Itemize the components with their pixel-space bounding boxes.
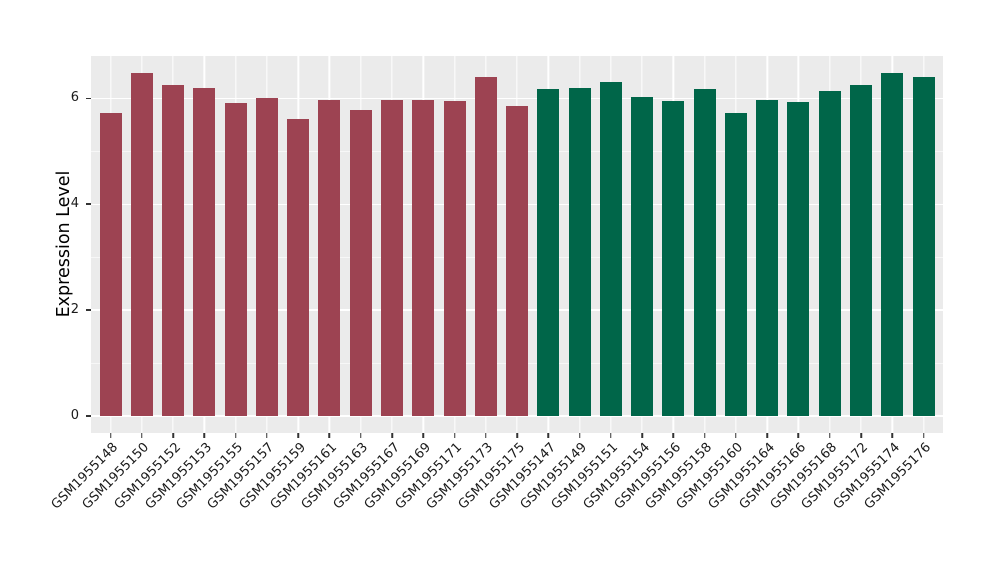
y-tick-label-2: 2 [70, 302, 79, 318]
bar-cell-GSM1955164 [752, 56, 783, 438]
y-tick-label-6: 6 [70, 90, 79, 106]
y-tick-2 [86, 309, 91, 311]
bar-GSM1955174 [881, 73, 904, 416]
x-tick-GSM1955150 [141, 433, 143, 438]
bar-cell-GSM1955148 [95, 56, 126, 438]
bar-cell-GSM1955158 [689, 56, 720, 438]
bar-cell-GSM1955157 [251, 56, 282, 438]
bar-cell-GSM1955167 [376, 56, 407, 438]
x-tick-GSM1955148 [109, 433, 112, 438]
bar-cell-GSM1955174 [877, 56, 908, 438]
bars-container [91, 56, 943, 438]
bar-GSM1955153 [193, 88, 216, 416]
bar-cell-GSM1955169 [408, 56, 439, 438]
y-tick-label-0: 0 [70, 408, 79, 423]
bar-GSM1955171 [443, 101, 466, 416]
bar-cell-GSM1955149 [564, 56, 595, 438]
bar-GSM1955150 [130, 73, 153, 416]
x-tick-GSM1955172 [860, 433, 862, 438]
x-tick-GSM1955159 [297, 433, 299, 438]
bar-cell-GSM1955176 [908, 56, 939, 438]
bar-cell-GSM1955159 [283, 56, 314, 438]
x-tick-GSM1955167 [391, 433, 393, 438]
x-tick-GSM1955156 [672, 433, 675, 438]
bar-cell-GSM1955152 [158, 56, 189, 438]
bar-cell-GSM1955155 [220, 56, 251, 438]
x-tick-GSM1955176 [922, 433, 925, 438]
y-tick-label-4: 4 [70, 196, 79, 212]
bar-GSM1955161 [318, 99, 341, 416]
bar-GSM1955173 [474, 76, 497, 416]
bar-cell-GSM1955175 [501, 56, 532, 438]
x-tick-GSM1955151 [610, 433, 612, 438]
bar-cell-GSM1955172 [845, 56, 876, 438]
bar-GSM1955176 [912, 77, 935, 416]
bar-GSM1955167 [381, 100, 404, 416]
x-tick-GSM1955157 [266, 433, 268, 438]
x-tick-GSM1955160 [735, 433, 737, 438]
bar-cell-GSM1955173 [470, 56, 501, 438]
x-tick-GSM1955158 [703, 433, 706, 438]
x-tick-GSM1955147 [547, 433, 550, 438]
bar-cell-GSM1955154 [627, 56, 658, 438]
x-tick-GSM1955153 [203, 433, 206, 438]
bar-cell-GSM1955168 [814, 56, 845, 438]
x-tick-GSM1955168 [828, 433, 831, 438]
bar-cell-GSM1955163 [345, 56, 376, 438]
bar-GSM1955168 [818, 90, 841, 416]
bar-GSM1955147 [537, 89, 560, 416]
x-tick-GSM1955149 [578, 433, 581, 438]
x-tick-GSM1955173 [485, 433, 487, 438]
bar-GSM1955164 [756, 100, 779, 416]
x-tick-GSM1955152 [172, 433, 174, 438]
x-tick-GSM1955174 [891, 433, 894, 438]
x-tick-GSM1955166 [797, 433, 800, 438]
bar-GSM1955156 [662, 100, 685, 416]
bar-cell-GSM1955160 [720, 56, 751, 438]
bar-GSM1955148 [99, 112, 122, 416]
bar-cell-GSM1955151 [595, 56, 626, 438]
bar-GSM1955155 [224, 102, 247, 416]
bar-GSM1955172 [850, 85, 872, 416]
bar-cell-GSM1955153 [189, 56, 220, 438]
x-tick-GSM1955175 [516, 433, 518, 438]
bar-cell-GSM1955171 [439, 56, 470, 438]
bar-GSM1955160 [724, 112, 747, 416]
bar-cell-GSM1955150 [126, 56, 157, 438]
x-tick-GSM1955169 [422, 433, 425, 438]
bar-GSM1955163 [349, 109, 372, 416]
bar-GSM1955166 [787, 102, 810, 416]
bar-GSM1955149 [568, 88, 591, 416]
x-tick-GSM1955161 [328, 433, 331, 438]
bar-cell-GSM1955166 [783, 56, 814, 438]
bar-cell-GSM1955156 [658, 56, 689, 438]
y-axis-title: Expression Level [54, 170, 74, 318]
bar-cell-GSM1955147 [533, 56, 564, 438]
x-tick-GSM1955171 [453, 433, 456, 438]
bar-GSM1955175 [506, 105, 529, 416]
bar-cell-GSM1955161 [314, 56, 345, 438]
bar-GSM1955152 [162, 85, 185, 416]
y-tick-0 [86, 415, 91, 417]
plot-panel [91, 56, 943, 438]
bar-GSM1955151 [599, 82, 622, 416]
bar-GSM1955157 [255, 97, 278, 416]
y-tick-6 [86, 97, 91, 100]
x-tick-GSM1955163 [360, 433, 362, 438]
bar-GSM1955169 [412, 100, 435, 416]
y-tick-4 [86, 203, 91, 205]
x-tick-GSM1955155 [234, 433, 237, 438]
bar-GSM1955154 [631, 96, 654, 416]
x-tick-GSM1955154 [641, 433, 643, 438]
bar-GSM1955158 [693, 88, 716, 416]
bar-GSM1955159 [287, 119, 310, 416]
x-tick-GSM1955164 [766, 433, 768, 438]
